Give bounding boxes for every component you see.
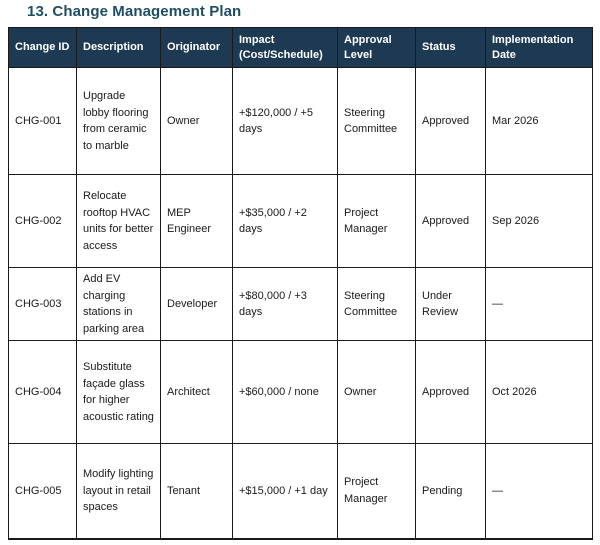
- cell-description: Modify lighting layout in retail spaces: [76, 443, 161, 539]
- cell-change-id: CHG-004: [8, 340, 77, 444]
- column-header-approval-level: Approval Level: [337, 27, 416, 68]
- cell-description: Add EV charging stations in parking area: [76, 267, 161, 341]
- cell-approval-level: Owner: [337, 340, 416, 444]
- table-row: CHG-003 Add EV charging stations in park…: [8, 267, 593, 341]
- column-header-impact: Impact (Cost/Schedule): [232, 27, 338, 68]
- column-header-status: Status: [415, 27, 486, 68]
- cell-originator: Developer: [160, 267, 233, 341]
- cell-status: Under Review: [415, 267, 486, 341]
- table-row: CHG-005 Modify lighting layout in retail…: [8, 443, 593, 539]
- cell-impact: +$35,000 / +2 days: [232, 174, 338, 268]
- cell-impact: +$60,000 / none: [232, 340, 338, 444]
- cell-description: Upgrade lobby flooring from ceramic to m…: [76, 67, 161, 175]
- table-row: CHG-001 Upgrade lobby flooring from cera…: [8, 67, 593, 175]
- column-header-change-id: Change ID: [8, 27, 77, 68]
- table-body: CHG-001 Upgrade lobby flooring from cera…: [8, 67, 593, 539]
- cell-impact: +$120,000 / +5 days: [232, 67, 338, 175]
- cell-description: Substitute façade glass for higher acous…: [76, 340, 161, 444]
- table-row: CHG-002 Relocate rooftop HVAC units for …: [8, 174, 593, 268]
- cell-impact: +$15,000 / +1 day: [232, 443, 338, 539]
- cell-originator: Architect: [160, 340, 233, 444]
- cell-implementation-date: Sep 2026: [485, 174, 593, 268]
- cell-status: Approved: [415, 174, 486, 268]
- cell-change-id: CHG-002: [8, 174, 77, 268]
- change-management-table: Change ID Description Originator Impact …: [8, 27, 593, 540]
- cell-status: Approved: [415, 67, 486, 175]
- cell-change-id: CHG-001: [8, 67, 77, 175]
- cell-change-id: CHG-005: [8, 443, 77, 539]
- column-header-originator: Originator: [160, 27, 233, 68]
- cell-status: Approved: [415, 340, 486, 444]
- cell-change-id: CHG-003: [8, 267, 77, 341]
- table-row: CHG-004 Substitute façade glass for high…: [8, 340, 593, 444]
- column-header-implementation-date: Implementation Date: [485, 27, 593, 68]
- cell-implementation-date: Oct 2026: [485, 340, 593, 444]
- table-header: Change ID Description Originator Impact …: [8, 27, 593, 68]
- cell-originator: MEP Engineer: [160, 174, 233, 268]
- cell-approval-level: Project Manager: [337, 174, 416, 268]
- cell-implementation-date: —: [485, 443, 593, 539]
- column-header-description: Description: [76, 27, 161, 68]
- cell-impact: +$80,000 / +3 days: [232, 267, 338, 341]
- cell-approval-level: Steering Committee: [337, 267, 416, 341]
- cell-approval-level: Steering Committee: [337, 67, 416, 175]
- cell-originator: Tenant: [160, 443, 233, 539]
- cell-description: Relocate rooftop HVAC units for better a…: [76, 174, 161, 268]
- header-row: Change ID Description Originator Impact …: [8, 27, 593, 68]
- cell-implementation-date: Mar 2026: [485, 67, 593, 175]
- cell-implementation-date: —: [485, 267, 593, 341]
- page-title: 13. Change Management Plan: [27, 3, 242, 20]
- cell-approval-level: Project Manager: [337, 443, 416, 539]
- cell-status: Pending: [415, 443, 486, 539]
- cell-originator: Owner: [160, 67, 233, 175]
